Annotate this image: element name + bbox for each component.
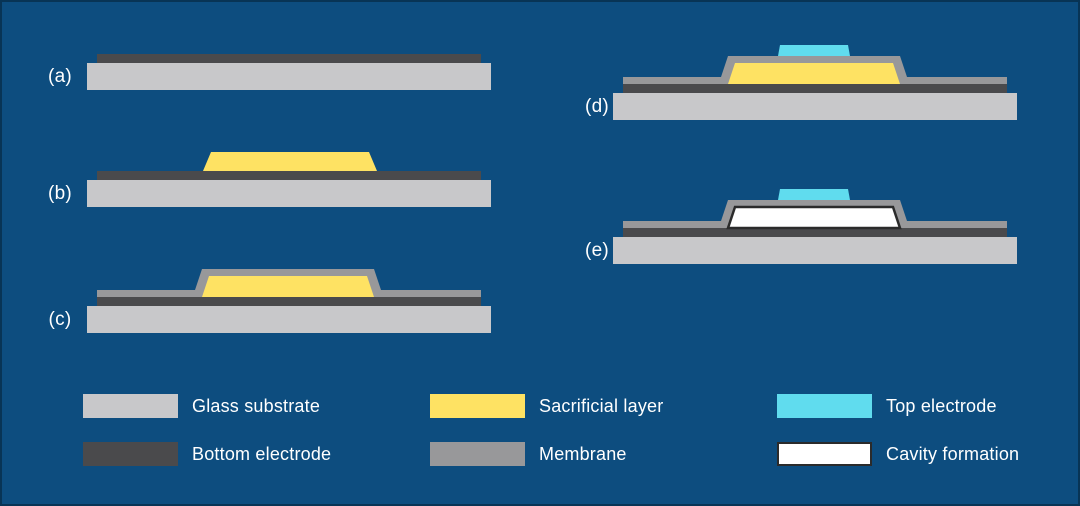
legend-label-top-electrode: Top electrode [886,396,997,416]
step-label-b: (b) [47,183,73,204]
cavity-formation-swatch [777,442,872,466]
step-label-a: (a) [47,66,73,87]
layer-top-electrode [778,189,850,200]
layer-bottom-electrode [97,171,481,180]
step-label-e: (e) [584,240,610,261]
layer-bottom-electrode [623,84,1007,93]
glass-substrate-swatch [83,394,178,418]
layer-sacrificial [203,152,377,171]
step-diagram-b [87,152,491,207]
legend-label-sacrificial-layer: Sacrificial layer [539,396,664,416]
legend-item-top-electrode: Top electrode [777,394,997,418]
layer-glass [613,93,1017,120]
layer-sacrificial-capped [728,63,900,84]
layer-bottom-electrode [97,297,481,306]
layer-bottom-electrode [97,54,481,63]
step-diagram-a [87,54,491,90]
legend-label-cavity-formation: Cavity formation [886,444,1020,464]
top-electrode-swatch [777,394,872,418]
step-label-d: (d) [584,96,610,117]
layer-glass [613,237,1017,264]
legend-label-membrane: Membrane [539,444,627,464]
step-diagram-c [87,269,491,333]
legend-item-bottom-electrode: Bottom electrode [83,442,331,466]
legend-item-cavity-formation: Cavity formation [777,442,1019,466]
layer-glass [87,180,491,207]
step-diagram-d [613,45,1017,120]
legend-label-bottom-electrode: Bottom electrode [192,444,332,464]
sacrificial-layer-swatch [430,394,525,418]
step-label-c: (c) [48,309,72,330]
legend-item-membrane: Membrane [430,442,627,466]
legend-item-glass-substrate: Glass substrate [83,394,320,418]
legend-item-sacrificial-layer: Sacrificial layer [430,394,663,418]
step-diagram-e [613,189,1017,264]
layer-sacrificial-capped [202,276,374,297]
layer-cavity [726,205,902,230]
layer-glass [87,306,491,333]
legend-label-glass-substrate: Glass substrate [192,396,321,416]
bottom-electrode-swatch [83,442,178,466]
layer-glass [87,63,491,90]
membrane-swatch [430,442,525,466]
layer-bottom-electrode [623,228,1007,237]
layer-top-electrode [778,45,850,56]
